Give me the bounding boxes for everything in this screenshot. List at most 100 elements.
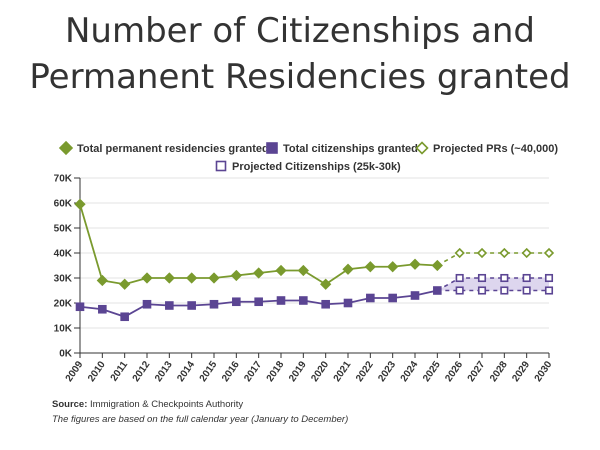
- citizenship-point: [433, 286, 442, 295]
- source-text: Immigration & Checkpoints Authority: [90, 399, 244, 410]
- x-tick-label: 2027: [466, 359, 488, 384]
- y-tick-label: 40K: [54, 249, 73, 260]
- projected-citizenship-band: [437, 278, 549, 291]
- x-tick-label: 2021: [332, 359, 354, 384]
- citizenship-point: [343, 298, 353, 308]
- legend-label: Projected Citizenships (25k-30k): [232, 161, 401, 173]
- pr-point: [163, 272, 175, 284]
- x-tick-label: 2015: [198, 359, 220, 384]
- y-tick-label: 60K: [54, 199, 73, 210]
- projected-citizenship-high-point: [522, 273, 531, 283]
- legend-projected-pr-marker: [415, 141, 429, 155]
- x-tick-label: 2014: [175, 359, 197, 384]
- pr-point: [297, 264, 309, 277]
- x-tick-label: 2011: [109, 359, 131, 383]
- pr-point: [141, 272, 153, 284]
- legend-label: Projected PRs (~40,000): [433, 143, 558, 155]
- citizenship-point: [75, 302, 85, 312]
- citizenship-point: [209, 299, 219, 309]
- plot-area: [74, 198, 555, 322]
- x-tick-label: 2023: [376, 359, 398, 384]
- x-tick-label: 2009: [64, 359, 86, 384]
- x-tick-label: 2028: [488, 359, 510, 384]
- line-chart: Total permanent residencies granted Total…: [54, 140, 558, 384]
- citizenship-point: [276, 296, 286, 305]
- pr-point: [253, 267, 265, 279]
- pr-point: [119, 278, 131, 290]
- pr-point: [74, 198, 86, 210]
- source-line: Source: Immigration & Checkpoints Author…: [52, 399, 243, 410]
- legend-label: Total permanent residencies granted: [77, 143, 269, 155]
- pr-point: [186, 272, 198, 284]
- chart-title-line-1: Number of Citizenships and: [64, 11, 536, 51]
- legend-label: Total citizenships granted: [283, 143, 418, 155]
- projected-pr-point: [454, 247, 465, 259]
- pr-point: [208, 272, 220, 284]
- citizenship-point: [232, 297, 241, 307]
- projected-pr-point: [499, 247, 510, 259]
- y-axis: 0K 10K 20K 30K 40K 50K 60K 70K: [54, 174, 80, 360]
- x-tick-label: 2030: [533, 359, 555, 384]
- footnote: The figures are based on the full calend…: [52, 414, 349, 425]
- x-tick-label: 2026: [443, 359, 465, 384]
- y-tick-label: 20K: [54, 299, 73, 310]
- pr-point: [230, 269, 242, 282]
- citizenship-point: [388, 293, 397, 303]
- x-tick-label: 2025: [421, 359, 443, 384]
- legend-pr-marker: [58, 140, 74, 156]
- pr-point: [96, 274, 108, 287]
- x-tick-label: 2029: [510, 359, 532, 384]
- chart-legend: Total permanent residencies granted Total…: [58, 140, 558, 173]
- y-tick-label: 0K: [59, 349, 73, 360]
- projected-citizenship-low-point: [477, 286, 487, 295]
- x-tick-label: 2013: [153, 359, 175, 384]
- projected-citizenship-high-point: [477, 273, 487, 283]
- citizenship-point: [165, 301, 174, 310]
- y-tick-label: 70K: [54, 174, 73, 185]
- projected-citizenship-low-point: [544, 286, 554, 295]
- x-tick-label: 2017: [242, 359, 264, 384]
- projected-pr-line: [436, 252, 549, 267]
- x-tick-label: 2016: [220, 359, 242, 384]
- x-tick-label: 2012: [131, 359, 153, 384]
- pr-point: [364, 261, 376, 273]
- chart-title: Number of Citizenships and Permanent Res…: [0, 8, 600, 100]
- citizenship-point: [254, 297, 263, 307]
- x-tick-label: 2024: [399, 359, 421, 384]
- citizenship-point: [321, 299, 330, 309]
- pr-point: [275, 264, 287, 277]
- citizenship-point: [98, 304, 107, 314]
- x-tick-label: 2010: [86, 359, 108, 384]
- citizenship-point: [410, 291, 420, 300]
- projected-citizenship-high-point: [500, 273, 509, 283]
- citizenship-point: [120, 312, 129, 322]
- projected-pr-point: [521, 247, 532, 259]
- legend-projected-citizenship-marker: [215, 160, 227, 172]
- projected-pr-point: [476, 247, 488, 259]
- y-tick-label: 50K: [54, 224, 73, 235]
- pr-point: [320, 278, 332, 290]
- projected-citizenship-low-point: [522, 286, 531, 295]
- legend-citizenship-marker: [266, 142, 278, 154]
- source-label: Source:: [52, 399, 88, 410]
- citizenship-point: [187, 301, 196, 310]
- citizenship-point: [142, 299, 152, 309]
- projected-citizenship-low-point: [500, 286, 509, 295]
- x-tick-label: 2022: [354, 359, 376, 384]
- citizenship-point: [366, 293, 375, 303]
- pr-point: [431, 259, 443, 272]
- pr-point: [387, 261, 399, 273]
- citizenship-point: [299, 296, 308, 305]
- projected-citizenship-high-point: [544, 273, 554, 283]
- pr-point: [342, 263, 354, 275]
- x-tick-label: 2018: [265, 359, 287, 384]
- projected-citizenship-high-point: [455, 273, 464, 283]
- y-tick-label: 10K: [54, 324, 73, 335]
- y-tick-label: 30K: [54, 274, 73, 285]
- projected-citizenship-low-point: [455, 286, 464, 295]
- x-tick-label: 2019: [287, 359, 309, 384]
- pr-point: [409, 258, 421, 270]
- projected-pr-point: [543, 247, 555, 259]
- chart-title-line-2: Permanent Residencies granted: [29, 57, 571, 97]
- x-tick-label: 2020: [309, 359, 331, 384]
